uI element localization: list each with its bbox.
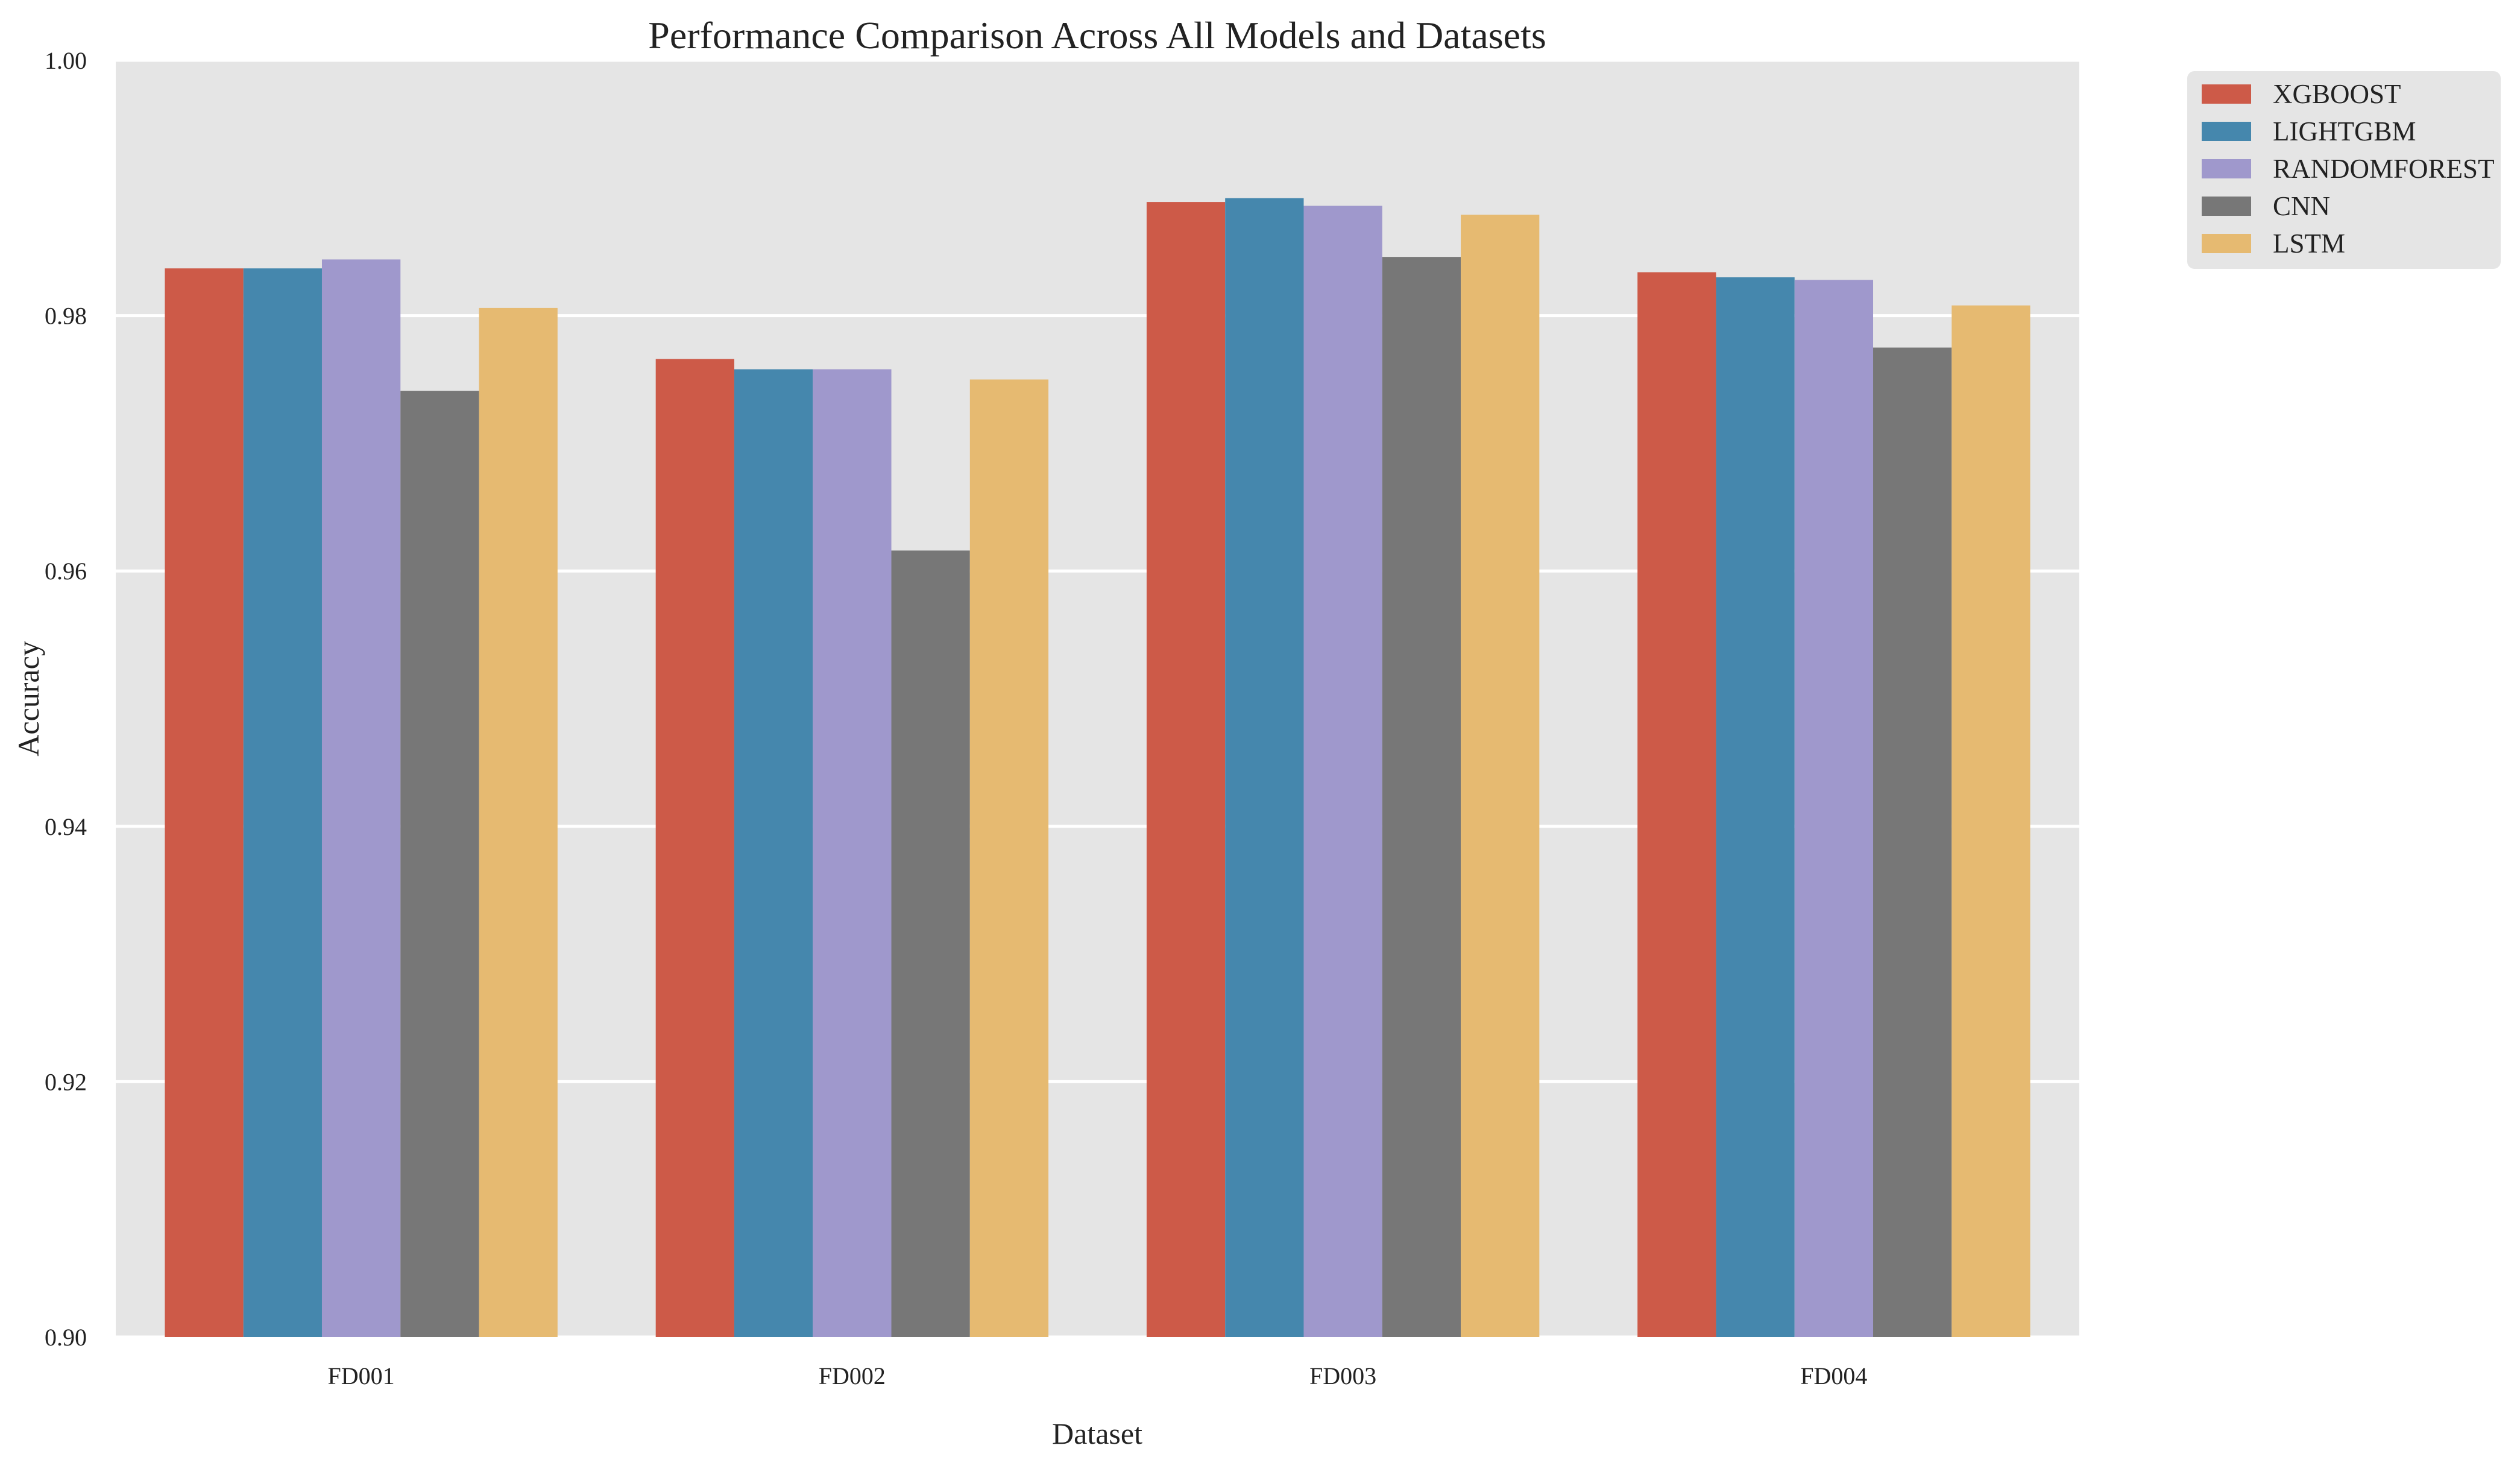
y-tick-label: 1.00 — [45, 47, 87, 74]
bar-lightgbm-fd004 — [1716, 277, 1795, 1337]
bar-lstm-fd004 — [1951, 305, 2030, 1337]
bar-lstm-fd001 — [479, 307, 558, 1338]
bar-xgboost-fd003 — [1146, 202, 1226, 1337]
legend-swatch-lightgbm — [2202, 122, 2251, 141]
x-tick-label: FD003 — [1309, 1362, 1376, 1389]
bars — [165, 198, 2030, 1338]
bar-lightgbm-fd002 — [734, 369, 813, 1337]
x-tick-label: FD001 — [328, 1362, 395, 1389]
bar-xgboost-fd002 — [655, 359, 734, 1337]
bar-randomforest-fd001 — [321, 259, 401, 1338]
x-tick-labels: FD001 FD002 FD003 FD004 — [328, 1362, 1868, 1389]
bar-cnn-fd002 — [891, 550, 970, 1337]
y-tick-label: 0.94 — [45, 813, 87, 840]
legend-items: XGBOOST LIGHTGBM RANDOMFOREST CNN LSTM — [2202, 79, 2495, 259]
y-tick-label: 0.90 — [45, 1324, 87, 1351]
legend-swatch-xgboost — [2202, 84, 2251, 104]
bar-lstm-fd002 — [969, 379, 1049, 1337]
legend-label-xgboost: XGBOOST — [2273, 79, 2401, 109]
bar-randomforest-fd002 — [813, 369, 892, 1337]
legend-swatch-cnn — [2202, 197, 2251, 216]
x-tick-label: FD002 — [819, 1362, 886, 1389]
bar-lstm-fd003 — [1461, 215, 1540, 1337]
legend-label-lightgbm: LIGHTGBM — [2273, 116, 2416, 146]
legend-swatch-randomforest — [2202, 159, 2251, 178]
y-tick-label: 0.96 — [45, 558, 87, 585]
y-tick-label: 0.92 — [45, 1068, 87, 1095]
chart-title: Performance Comparison Across All Models… — [648, 14, 1546, 57]
bar-lightgbm-fd003 — [1225, 198, 1304, 1337]
legend-box — [2187, 71, 2501, 269]
bar-xgboost-fd001 — [165, 268, 244, 1337]
y-axis-label: Accuracy — [11, 641, 45, 757]
legend-label-lstm: LSTM — [2273, 228, 2345, 259]
y-tick-labels: 0.90 0.92 0.94 0.96 0.98 1.00 — [45, 47, 87, 1351]
x-axis-label: Dataset — [1052, 1417, 1142, 1450]
y-tick-label: 0.98 — [45, 303, 87, 330]
bar-lightgbm-fd001 — [243, 268, 322, 1337]
legend-swatch-lstm — [2202, 234, 2251, 253]
bar-xgboost-fd004 — [1637, 272, 1716, 1337]
legend-label-cnn: CNN — [2273, 191, 2330, 221]
bar-cnn-fd003 — [1382, 257, 1461, 1337]
x-tick-label: FD004 — [1800, 1362, 1867, 1389]
bar-randomforest-fd003 — [1303, 206, 1382, 1337]
legend: XGBOOST LIGHTGBM RANDOMFOREST CNN LSTM — [2187, 71, 2501, 269]
bar-cnn-fd004 — [1873, 347, 1952, 1337]
bar-cnn-fd001 — [400, 391, 479, 1337]
legend-label-randomforest: RANDOMFOREST — [2273, 154, 2495, 184]
bar-randomforest-fd004 — [1794, 280, 1874, 1337]
